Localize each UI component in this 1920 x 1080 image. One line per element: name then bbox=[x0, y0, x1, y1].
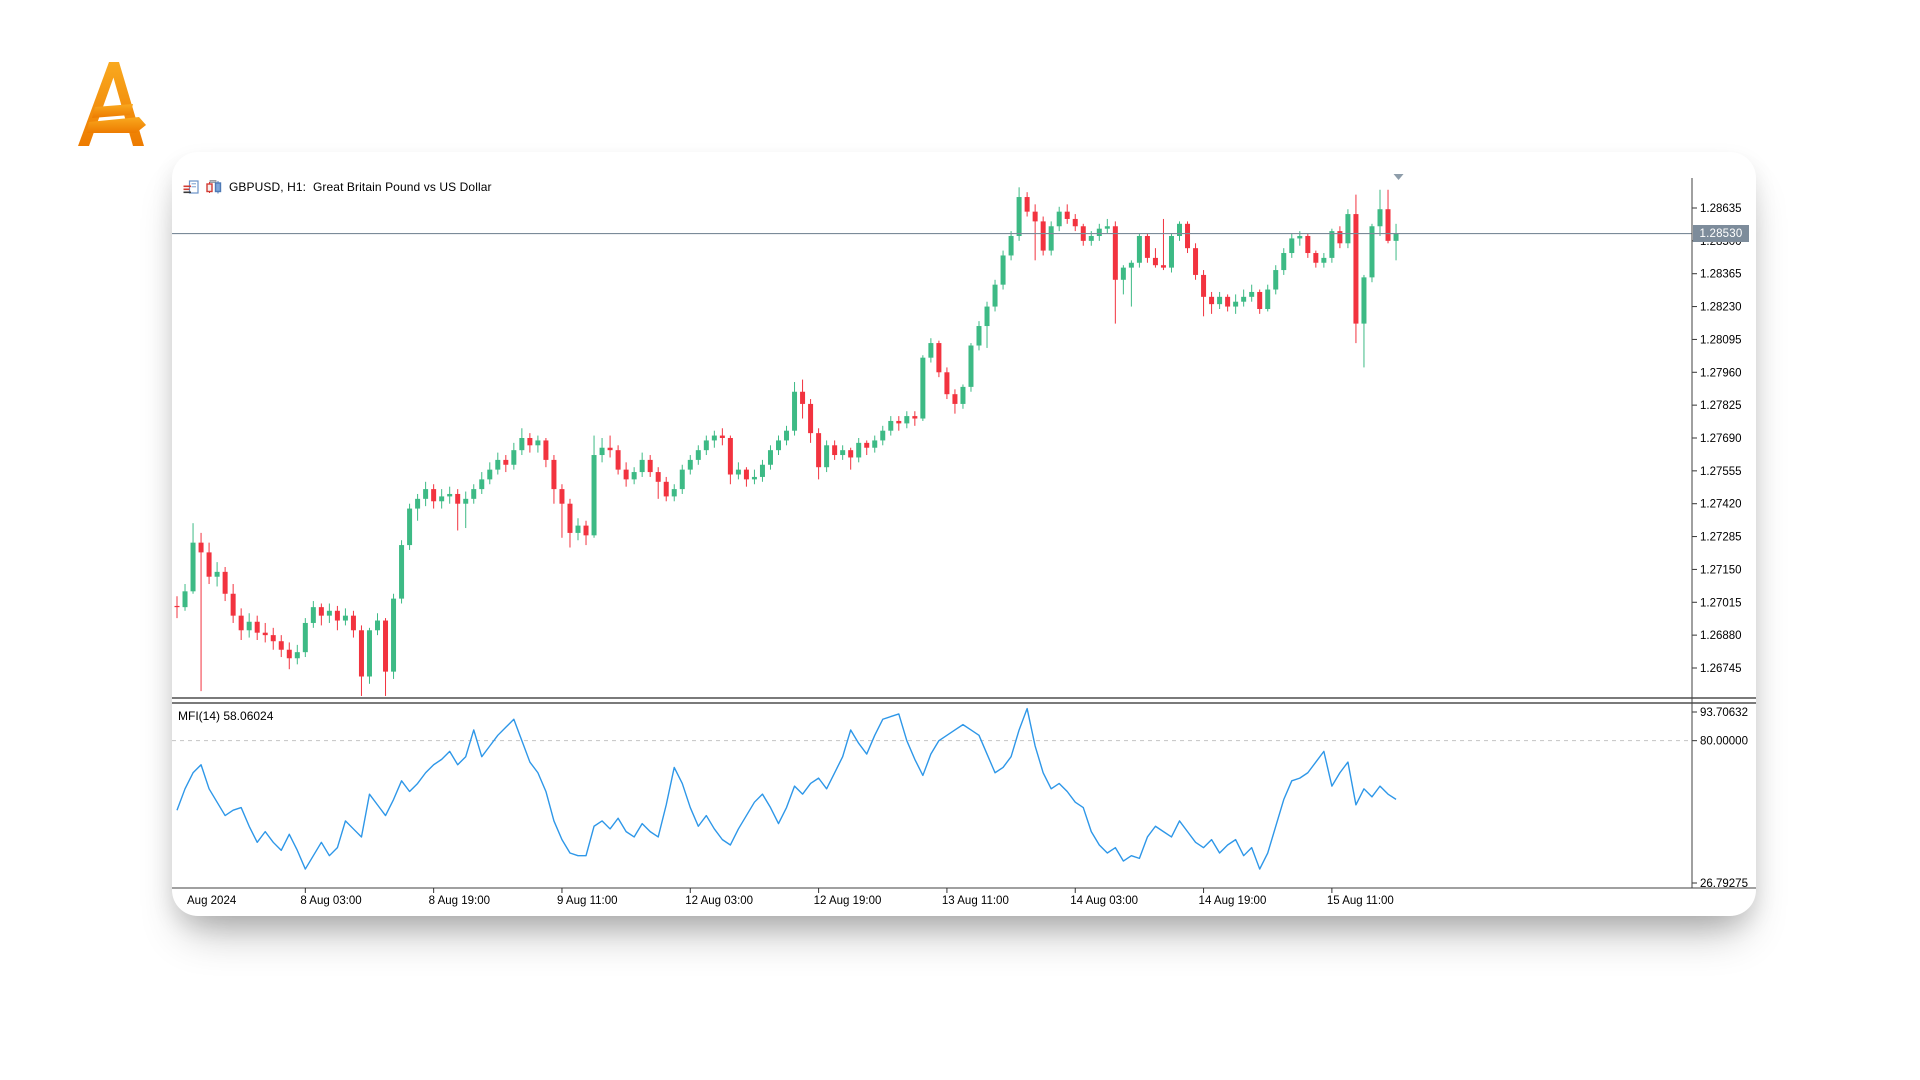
price-axis-label: 1.28095 bbox=[1700, 334, 1742, 346]
mfi-line bbox=[176, 707, 1397, 870]
mfi-axis-label: 80.00000 bbox=[1700, 736, 1748, 748]
price-axis-label: 1.27555 bbox=[1700, 466, 1742, 478]
price-axis-label: 1.27285 bbox=[1700, 532, 1742, 544]
price-axis[interactable]: 1.286351.285001.283651.282301.280951.279… bbox=[1692, 203, 1742, 675]
market-watch-icon bbox=[183, 180, 199, 194]
time-axis-label: 12 Aug 03:00 bbox=[685, 895, 753, 907]
brand-logo bbox=[72, 62, 150, 146]
candles-layer[interactable] bbox=[174, 187, 1399, 696]
time-axis-label: 14 Aug 19:00 bbox=[1199, 895, 1267, 907]
candlestick-chart-icon bbox=[206, 180, 222, 194]
price-axis-label: 1.27420 bbox=[1700, 499, 1742, 511]
price-axis-label: 1.27690 bbox=[1700, 433, 1742, 445]
mfi-axis[interactable]: 93.70632 80.00000 26.79275 bbox=[1692, 707, 1748, 890]
price-axis-label: 1.28635 bbox=[1700, 203, 1742, 215]
chart-canvas[interactable]: 1.286351.285001.283651.282301.280951.279… bbox=[172, 152, 1756, 916]
price-axis-label: 1.27150 bbox=[1700, 564, 1742, 576]
terminal-window: GBPUSD, H1: Great Britain Pound vs US Do… bbox=[172, 152, 1756, 916]
indicator-label: MFI(14) 58.06024 bbox=[178, 709, 274, 723]
mfi-axis-label: 26.79275 bbox=[1700, 878, 1748, 890]
price-axis-label: 1.26880 bbox=[1700, 630, 1742, 642]
time-axis[interactable]: Aug 2024 8 Aug 03:00 8 Aug 19:00 9 Aug 11:0… bbox=[187, 888, 1394, 907]
time-axis-label: 12 Aug 19:00 bbox=[814, 895, 882, 907]
mfi-axis-label: 93.70632 bbox=[1700, 707, 1748, 719]
price-axis-label: 1.27960 bbox=[1700, 367, 1742, 379]
current-price-badge: 1.28530 bbox=[1693, 225, 1749, 242]
time-axis-label: 8 Aug 03:00 bbox=[300, 895, 361, 907]
time-axis-label: 15 Aug 11:00 bbox=[1327, 895, 1394, 907]
price-axis-label: 1.26745 bbox=[1700, 663, 1742, 675]
chart-shift-marker-icon[interactable] bbox=[1393, 174, 1404, 180]
mfi-pane[interactable] bbox=[172, 707, 1692, 870]
time-axis-label: 13 Aug 11:00 bbox=[942, 895, 1009, 907]
time-axis-label: 14 Aug 03:00 bbox=[1070, 895, 1138, 907]
price-axis-label: 1.28230 bbox=[1700, 302, 1742, 314]
price-axis-label: 1.27015 bbox=[1700, 597, 1742, 609]
price-axis-label: 1.27825 bbox=[1700, 400, 1742, 412]
chart-titlebar: GBPUSD, H1: Great Britain Pound vs US Do… bbox=[183, 179, 492, 195]
time-axis-label: 9 Aug 11:00 bbox=[557, 895, 618, 907]
price-axis-label: 1.28365 bbox=[1700, 269, 1742, 281]
time-axis-label: Aug 2024 bbox=[187, 895, 237, 907]
logo-letter-a-icon bbox=[78, 62, 146, 146]
chart-title: GBPUSD, H1: Great Britain Pound vs US Do… bbox=[229, 180, 492, 194]
time-axis-label: 8 Aug 19:00 bbox=[429, 895, 490, 907]
